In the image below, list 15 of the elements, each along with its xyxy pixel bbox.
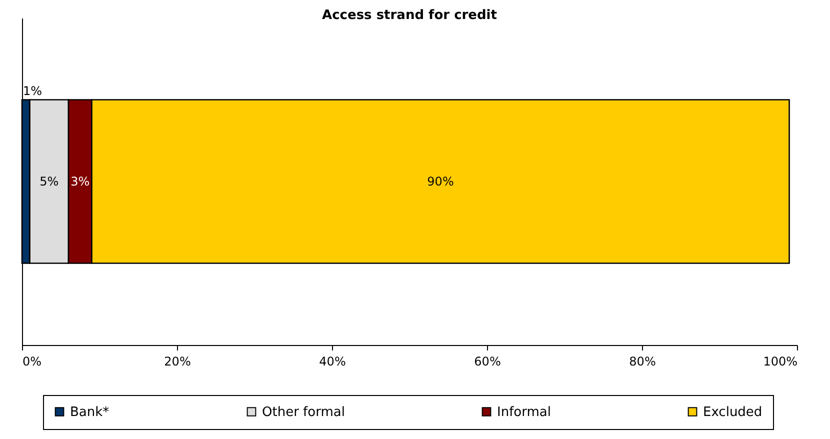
chart-title: Access strand for credit (322, 8, 497, 23)
legend-label: Other formal (262, 404, 345, 420)
x-tick-label: 60% (474, 354, 501, 368)
data-label: 1% (23, 84, 42, 98)
x-tick-label: 40% (319, 354, 346, 368)
legend-label: Bank* (70, 404, 110, 420)
x-tick-label: 80% (629, 354, 656, 368)
x-tick-label: 20% (164, 354, 191, 368)
data-label: 3% (70, 174, 90, 188)
legend-label: Excluded (703, 404, 762, 420)
x-tick-label: 0% (22, 354, 42, 368)
x-tick-label: 100% (763, 354, 798, 368)
data-label: 5% (40, 174, 59, 188)
legend-label: Informal (497, 404, 551, 420)
data-label: 90% (427, 174, 454, 188)
